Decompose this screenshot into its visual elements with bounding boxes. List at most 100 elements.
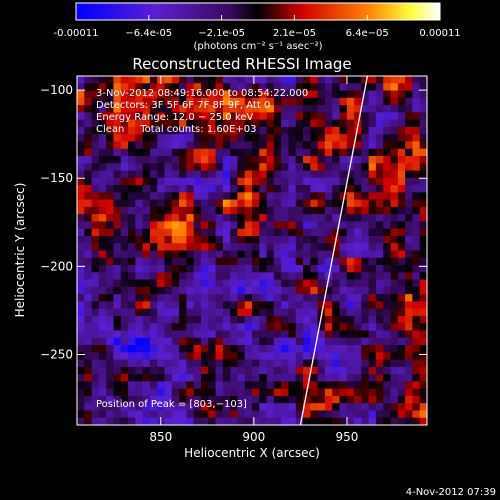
heatmap-cell bbox=[91, 90, 100, 99]
heatmap-cell bbox=[419, 272, 427, 281]
heatmap-cell bbox=[230, 163, 239, 172]
heatmap-cell bbox=[113, 112, 122, 121]
heatmap-cell bbox=[288, 301, 297, 310]
heatmap-cell bbox=[390, 381, 399, 390]
heatmap-cell bbox=[332, 388, 341, 397]
heatmap-cell bbox=[405, 323, 414, 332]
heatmap-cell bbox=[120, 381, 129, 390]
heatmap-cell bbox=[157, 192, 166, 201]
heatmap-cell bbox=[84, 90, 93, 99]
heatmap-cell bbox=[361, 192, 370, 201]
y-tick-label: −200 bbox=[40, 259, 73, 273]
heatmap-cell bbox=[368, 170, 377, 179]
heatmap-cell bbox=[237, 170, 246, 179]
heatmap-cell bbox=[281, 417, 290, 425]
heatmap-cell bbox=[281, 359, 290, 368]
heatmap-cell bbox=[186, 192, 195, 201]
heatmap-cell bbox=[346, 272, 355, 281]
heatmap-cell bbox=[390, 221, 399, 230]
heatmap-cell bbox=[375, 323, 384, 332]
heatmap-cell bbox=[98, 177, 107, 186]
heatmap-cell bbox=[397, 192, 406, 201]
heatmap-cell bbox=[397, 155, 406, 164]
heatmap-cell bbox=[208, 374, 217, 382]
heatmap-cell bbox=[252, 76, 260, 84]
heatmap-cell bbox=[237, 286, 246, 295]
heatmap-cell bbox=[193, 185, 202, 193]
heatmap-cell bbox=[120, 294, 129, 302]
heatmap-cell bbox=[259, 301, 268, 310]
heatmap-cell bbox=[375, 279, 384, 288]
heatmap-cell bbox=[368, 83, 377, 92]
heatmap-cell bbox=[324, 381, 333, 390]
heatmap-cell bbox=[186, 141, 195, 150]
heatmap-cell bbox=[317, 126, 326, 135]
peak-position-label: Position of Peak = [803,−103] bbox=[96, 399, 247, 410]
heatmap-cell bbox=[179, 294, 187, 302]
heatmap-cell bbox=[106, 250, 115, 259]
heatmap-cell bbox=[149, 359, 158, 368]
heatmap-cell bbox=[273, 228, 282, 237]
heatmap-cell bbox=[142, 279, 151, 288]
heatmap-cell bbox=[77, 112, 85, 121]
heatmap-cell bbox=[98, 163, 107, 172]
heatmap-cell bbox=[186, 126, 195, 135]
heatmap-cell bbox=[193, 199, 202, 208]
heatmap-cell bbox=[303, 148, 311, 157]
heatmap-cell bbox=[332, 148, 341, 157]
heatmap-cell bbox=[157, 228, 166, 237]
heatmap-cell bbox=[354, 352, 362, 361]
heatmap-cell bbox=[295, 279, 304, 288]
heatmap-cell bbox=[405, 185, 414, 193]
heatmap-cell bbox=[354, 265, 362, 273]
heatmap-cell bbox=[317, 214, 326, 223]
heatmap-cell bbox=[346, 374, 355, 382]
heatmap-cell bbox=[142, 308, 151, 317]
heatmap-cell bbox=[164, 366, 173, 375]
heatmap-cell bbox=[273, 265, 282, 273]
heatmap-cell bbox=[157, 272, 166, 281]
heatmap-cell bbox=[354, 177, 362, 186]
heatmap-cell bbox=[419, 308, 427, 317]
heatmap-cell bbox=[106, 243, 115, 252]
heatmap-cell bbox=[419, 155, 427, 164]
heatmap-cell bbox=[317, 323, 326, 332]
heatmap-cell bbox=[120, 301, 129, 310]
heatmap-cell bbox=[215, 359, 224, 368]
heatmap-cell bbox=[179, 105, 187, 113]
heatmap-cell bbox=[230, 155, 239, 164]
heatmap-cell bbox=[412, 272, 421, 281]
heatmap-cell bbox=[383, 163, 392, 172]
heatmap-cell bbox=[346, 388, 355, 397]
heatmap-cell bbox=[200, 97, 209, 106]
heatmap-cell bbox=[77, 352, 85, 361]
heatmap-cell bbox=[135, 119, 144, 128]
heatmap-cell bbox=[324, 315, 333, 324]
heatmap-cell bbox=[390, 279, 399, 288]
heatmap-cell bbox=[419, 417, 427, 425]
heatmap-cell bbox=[193, 265, 202, 273]
heatmap-cell bbox=[295, 126, 304, 135]
heatmap-cell bbox=[383, 90, 392, 99]
heatmap-cell bbox=[215, 214, 224, 223]
heatmap-cell bbox=[375, 192, 384, 201]
heatmap-cell bbox=[288, 395, 297, 404]
heatmap-cell bbox=[142, 90, 151, 99]
heatmap-cell bbox=[405, 90, 414, 99]
heatmap-cell bbox=[215, 294, 224, 302]
heatmap-cell bbox=[310, 279, 319, 288]
heatmap-cell bbox=[91, 192, 100, 201]
heatmap-cell bbox=[135, 308, 144, 317]
heatmap-cell bbox=[295, 257, 304, 266]
heatmap-cell bbox=[361, 301, 370, 310]
heatmap-cell bbox=[259, 272, 268, 281]
heatmap-cell bbox=[390, 134, 399, 143]
heatmap-cell bbox=[91, 170, 100, 179]
heatmap-cell bbox=[361, 403, 370, 412]
heatmap-cell bbox=[77, 163, 85, 172]
heatmap-cell bbox=[397, 112, 406, 121]
heatmap-cell bbox=[303, 330, 311, 339]
heatmap-cell bbox=[149, 148, 158, 157]
heatmap-cell bbox=[375, 272, 384, 281]
heatmap-cell bbox=[244, 265, 253, 273]
